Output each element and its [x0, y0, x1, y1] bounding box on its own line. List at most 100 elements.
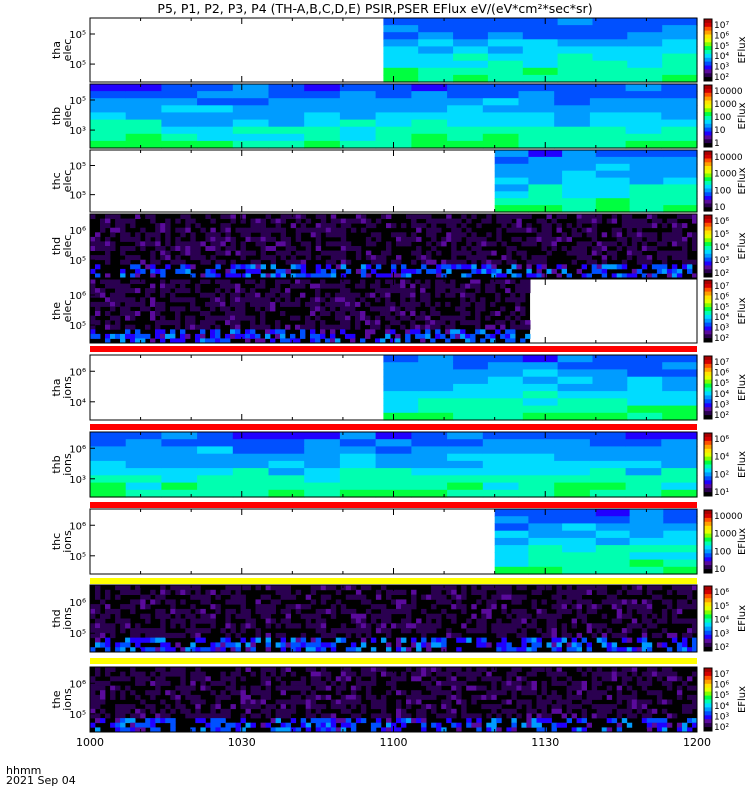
heatmap-cell — [90, 255, 96, 261]
heatmap-cell — [320, 279, 326, 284]
heatmap-cell — [416, 227, 422, 233]
heatmap-cell — [596, 623, 603, 629]
heatmap-cell — [485, 324, 491, 330]
heatmap-cell — [406, 667, 412, 672]
heatmap-cell — [676, 618, 683, 624]
heatmap-cell — [232, 84, 270, 92]
colorbar-segment — [704, 322, 712, 327]
heatmap-cell — [629, 559, 664, 568]
heatmap-cell — [606, 241, 613, 247]
heatmap-cell — [130, 667, 136, 672]
heatmap-cell — [150, 680, 156, 686]
colorbar-segment — [704, 123, 712, 129]
heatmap-cell — [268, 91, 305, 99]
colorbar-segment — [704, 53, 712, 59]
heatmap-cell — [451, 685, 457, 691]
heatmap-cell — [105, 647, 111, 653]
heatmap-cell — [576, 680, 582, 686]
heatmap-cell — [150, 690, 156, 696]
panel-label: thb — [50, 455, 63, 473]
heatmap-cell — [471, 722, 477, 728]
heatmap-cell — [556, 722, 562, 728]
heatmap-cell — [250, 637, 256, 643]
heatmap-cell — [325, 227, 332, 233]
heatmap-cell — [210, 236, 216, 242]
heatmap-cell — [541, 727, 547, 733]
heatmap-cell — [495, 292, 501, 298]
y-tick-label: 10⁵ — [69, 256, 86, 267]
heatmap-cell — [636, 604, 643, 610]
heatmap-cell — [304, 482, 341, 491]
heatmap-cell — [240, 699, 246, 705]
heatmap-cell — [255, 632, 261, 639]
heatmap-cell — [662, 53, 698, 62]
heatmap-cell — [460, 297, 466, 303]
heatmap-cell — [460, 306, 466, 312]
heatmap-cell — [531, 236, 537, 242]
heatmap-cell — [315, 613, 322, 619]
heatmap-cell — [556, 214, 562, 219]
heatmap-cell — [521, 585, 527, 591]
heatmap-cell — [562, 537, 597, 546]
heatmap-cell — [656, 694, 663, 700]
heatmap-cell — [115, 708, 121, 714]
heatmap-cell — [240, 333, 246, 339]
heatmap-cell — [265, 642, 271, 648]
heatmap-cell — [275, 268, 281, 274]
heatmap-cell — [486, 694, 492, 700]
heatmap-cell — [592, 18, 628, 26]
heatmap-cell — [155, 727, 161, 733]
heatmap-cell — [360, 628, 367, 634]
heatmap-cell — [370, 667, 377, 672]
heatmap-cell — [415, 333, 421, 339]
heatmap-cell — [125, 288, 131, 294]
heatmap-cell — [90, 288, 96, 294]
colorbar-segment — [704, 265, 712, 270]
heatmap-cell — [646, 273, 653, 279]
heatmap-cell — [592, 412, 628, 421]
heatmap-cell — [629, 177, 664, 186]
heatmap-cell — [225, 311, 231, 316]
heatmap-cell — [531, 604, 537, 610]
heatmap-cell — [475, 283, 481, 289]
heatmap-cell — [300, 604, 307, 610]
heatmap-cell — [185, 288, 191, 294]
colorbar-tick-label: 10⁴ — [714, 52, 729, 62]
heatmap-cell — [406, 623, 412, 629]
colorbar-segment — [704, 371, 712, 377]
heatmap-cell — [410, 311, 416, 316]
heatmap-cell — [401, 690, 407, 696]
heatmap-cell — [431, 642, 437, 648]
heatmap-cell — [215, 642, 221, 648]
heatmap-cell — [651, 708, 658, 714]
heatmap-cell — [95, 241, 101, 247]
heatmap-cell — [304, 475, 341, 484]
heatmap-cell — [115, 647, 121, 653]
heatmap-cell — [663, 537, 698, 546]
heatmap-cell — [150, 218, 156, 224]
heatmap-cell — [240, 311, 246, 316]
heatmap-cell — [235, 647, 241, 653]
heatmap-cell — [636, 708, 643, 714]
heatmap-cell — [611, 241, 618, 247]
heatmap-cell — [170, 671, 176, 677]
heatmap-cell — [431, 628, 437, 634]
heatmap-cell — [135, 338, 141, 344]
heatmap-cell — [561, 713, 567, 719]
heatmap-cell — [190, 232, 196, 238]
heatmap-cell — [383, 383, 419, 392]
heatmap-cell — [536, 713, 542, 719]
heatmap-cell — [451, 264, 457, 270]
heatmap-cell — [581, 264, 587, 270]
heatmap-cell — [190, 671, 196, 677]
heatmap-cell — [110, 694, 116, 700]
heatmap-cell — [440, 315, 446, 321]
heatmap-cell — [115, 324, 121, 330]
heatmap-cell — [663, 156, 698, 165]
heatmap-cell — [335, 727, 342, 733]
heatmap-cell — [285, 324, 291, 330]
heatmap-cell — [205, 676, 211, 682]
heatmap-cell — [511, 227, 517, 233]
heatmap-cell — [95, 585, 101, 591]
heatmap-cell — [390, 320, 396, 326]
